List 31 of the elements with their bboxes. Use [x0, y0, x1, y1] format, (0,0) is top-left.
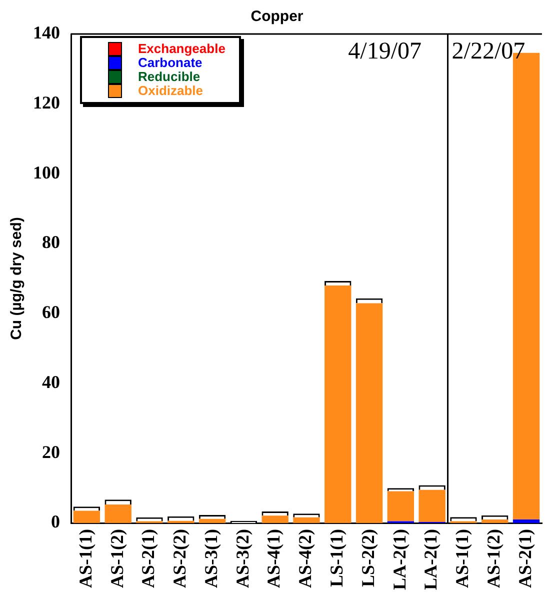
legend-label: Exchangeable — [138, 41, 226, 56]
x-tick-label: AS-3(2) — [232, 529, 252, 588]
y-tick-label: 20 — [42, 442, 60, 462]
y-tick-label: 0 — [51, 512, 60, 532]
x-tick-label: AS-1(1) — [452, 529, 472, 588]
annotation: 2/22/07 — [452, 38, 526, 64]
x-tick-label: AS-3(1) — [200, 529, 221, 588]
x-tick-label: LA-2(1) — [420, 529, 441, 590]
legend-label: Reducible — [138, 69, 200, 84]
y-tick-label: 80 — [42, 232, 60, 252]
x-tick-label: LA-2(1) — [389, 529, 410, 590]
x-tick-label: AS-4(1) — [264, 529, 284, 588]
x-tick-label: LS-2(2) — [358, 529, 378, 588]
y-tick-label: 100 — [33, 162, 60, 182]
y-tick-label: 60 — [42, 302, 60, 322]
legend-label: Oxidizable — [138, 83, 204, 98]
x-tick-label: LS-1(1) — [326, 529, 347, 588]
x-tick-label: AS-1(2) — [484, 529, 504, 588]
x-tick-label: AS-4(2) — [295, 529, 316, 588]
x-tick-label: AS-2(1) — [514, 529, 535, 588]
legend-label: Carbonate — [138, 55, 202, 70]
chart-title: Copper — [250, 8, 304, 26]
x-tick-label: AS-1(1) — [75, 529, 96, 588]
x-tick-label: AS-1(2) — [106, 529, 127, 588]
annotation: 4/19/07 — [348, 38, 422, 64]
y-tick-label: 140 — [33, 22, 60, 43]
y-tick-label: 40 — [42, 372, 60, 392]
y-tick-label: 120 — [33, 92, 60, 113]
x-tick-label: AS-2(2) — [170, 529, 190, 588]
x-tick-label: AS-2(1) — [138, 529, 158, 588]
y-axis-title: Cu (µg/g dry sed) — [8, 217, 26, 340]
